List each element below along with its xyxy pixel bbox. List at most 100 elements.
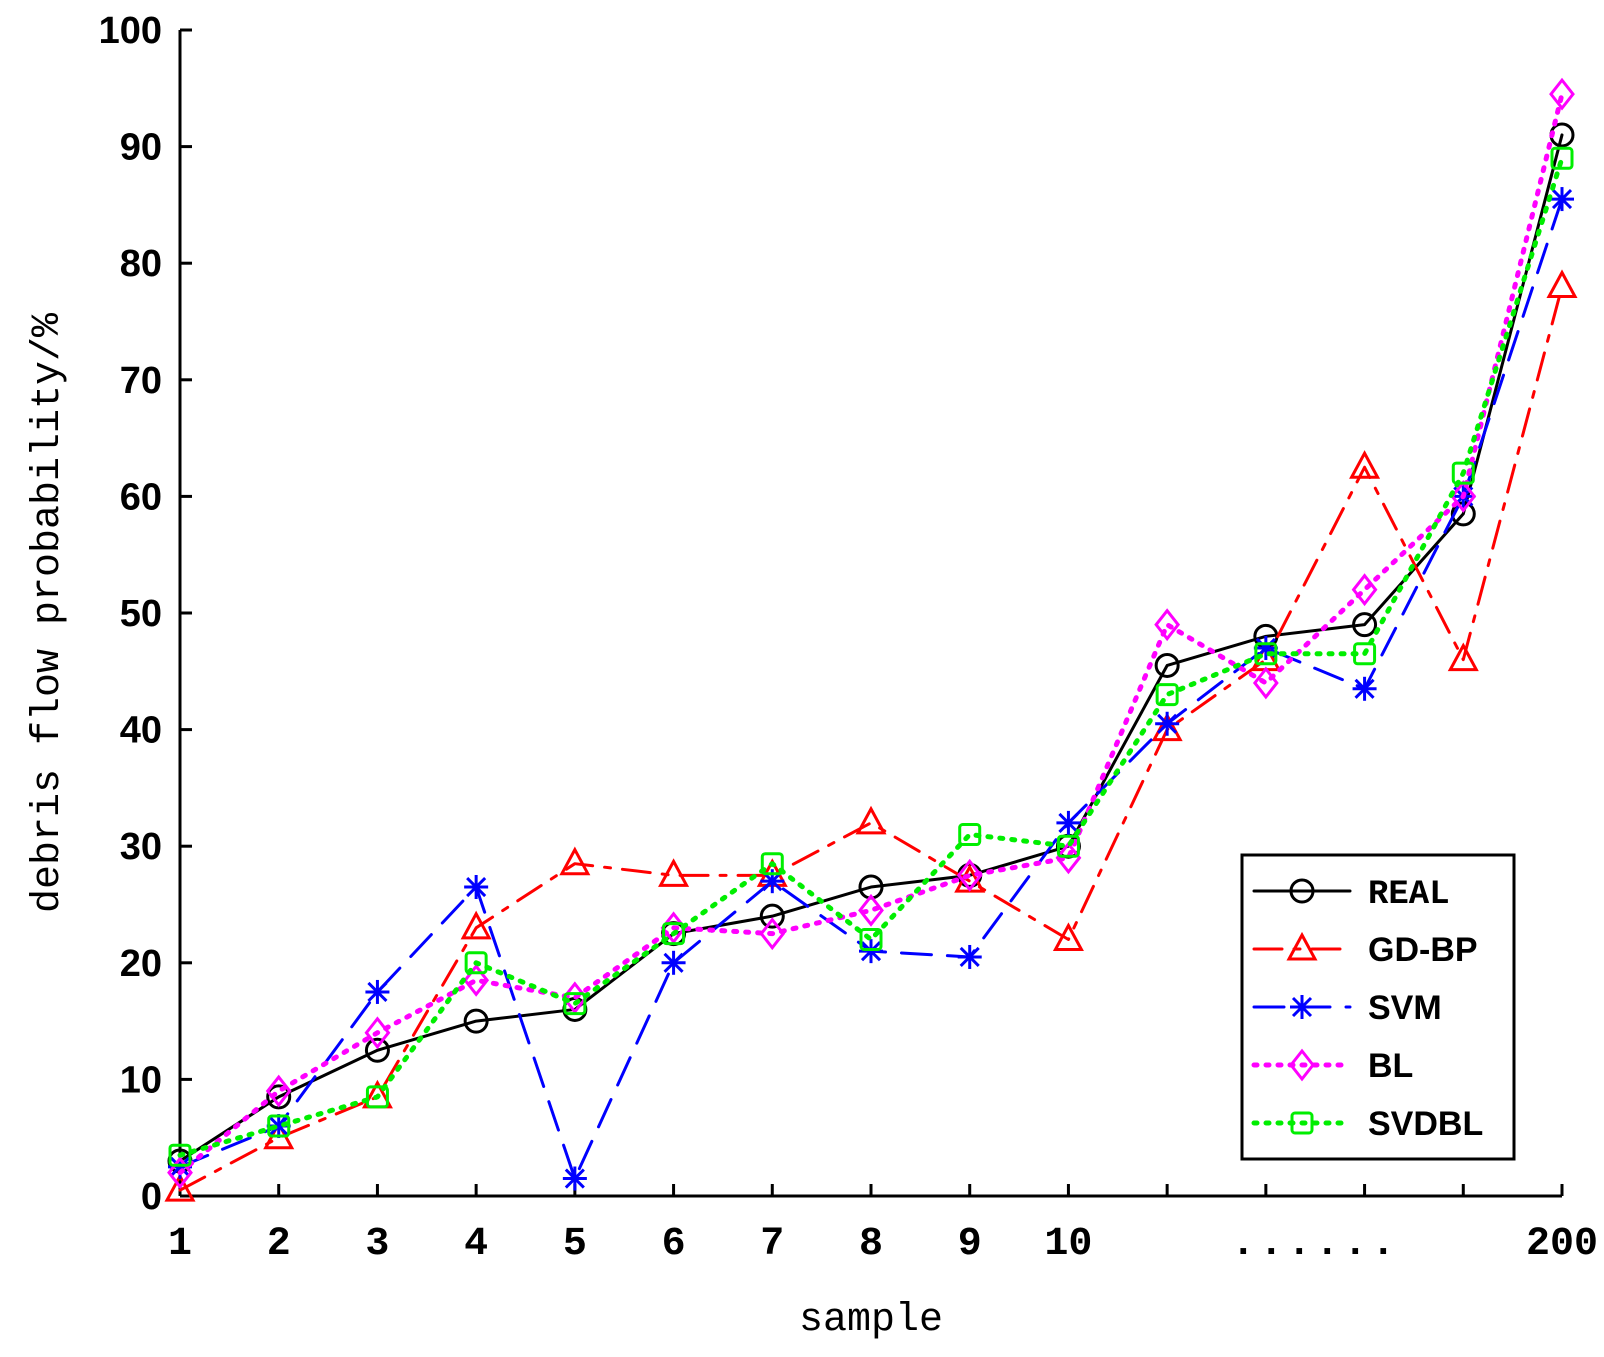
data-point-bl — [1450, 479, 1477, 513]
data-point-gd-bp — [1151, 712, 1183, 742]
data-point-gd-bp — [164, 1173, 196, 1202]
legend-marker-gd-bp — [1286, 931, 1318, 961]
data-point-svm — [957, 944, 982, 969]
data-point-bl — [1351, 573, 1378, 607]
y-axis-label: debris flow probability/% — [26, 312, 71, 913]
data-point-bl — [1154, 608, 1181, 642]
data-point-svm — [661, 950, 686, 975]
x-tick-label: 5 — [563, 1222, 587, 1267]
legend-marker-real — [1289, 878, 1315, 904]
data-point-svm-stroke — [367, 981, 388, 1003]
legend-label-svm: SVM — [1368, 989, 1442, 1027]
data-point-bl — [265, 1074, 292, 1108]
x-tick-label: 4 — [464, 1222, 488, 1267]
data-point-svm — [1352, 676, 1377, 701]
data-point-svm — [365, 979, 390, 1004]
x-tick-label: 1 — [168, 1222, 192, 1267]
legend-item-real: REAL — [1252, 876, 1450, 914]
data-point-svdbl — [1254, 642, 1278, 666]
data-point-real — [759, 903, 785, 929]
data-point-svdbl — [1550, 146, 1574, 170]
data-point-svm-stroke — [1551, 189, 1573, 210]
legend-marker-svm — [1290, 995, 1314, 1019]
data-point-svm — [1550, 187, 1574, 212]
x-tick-label: 9 — [958, 1222, 982, 1267]
legend-item-bl: BL — [1251, 1047, 1413, 1085]
legend-label-gd-bp: GD-BP — [1368, 931, 1478, 969]
y-tick-label: 10 — [120, 1059, 162, 1101]
x-ellipsis-label: ...... — [1231, 1222, 1399, 1267]
legend-item-svdbl: SVDBL — [1251, 1105, 1483, 1143]
data-point-real — [364, 1037, 390, 1063]
data-point-svdbl — [760, 852, 784, 876]
data-point-svm-stroke — [663, 952, 684, 973]
y-tick-label: 0 — [141, 1176, 162, 1218]
x-tick-label: 6 — [662, 1222, 686, 1267]
series-svdbl — [168, 146, 1574, 1167]
data-point-svdbl — [365, 1085, 389, 1109]
data-point-svdbl — [168, 1143, 192, 1167]
data-point-svdbl — [267, 1114, 291, 1138]
data-point-svm — [562, 1166, 587, 1191]
data-point-bl — [463, 963, 490, 997]
legend: REAL GD-BP SVM BL SVDBL — [1240, 853, 1516, 1161]
data-point-svm — [1155, 711, 1180, 736]
data-point-svm-stroke — [169, 1156, 191, 1177]
data-point-svm-stroke — [1354, 678, 1375, 699]
legend-label-bl: BL — [1368, 1047, 1413, 1085]
data-point-real — [266, 1084, 292, 1110]
data-point-gd-bp — [855, 805, 887, 835]
data-point-gd-bp — [658, 858, 690, 887]
data-point-bl — [1252, 666, 1279, 700]
data-point-svdbl — [563, 992, 587, 1016]
y-tick-label: 90 — [120, 127, 162, 169]
data-point-svm-stroke — [268, 1115, 289, 1137]
data-point-bl — [858, 893, 884, 927]
series-line-svdbl — [177, 155, 1565, 1158]
data-point-gd-bp — [1546, 269, 1578, 299]
data-point-svdbl — [464, 951, 488, 975]
y-tick-label: 20 — [120, 943, 162, 985]
data-point-bl — [1549, 77, 1575, 111]
series-line-bl — [177, 91, 1565, 1176]
data-point-bl — [759, 917, 786, 951]
x-axis-label: sample — [799, 1298, 943, 1343]
data-point-svdbl — [1451, 461, 1475, 485]
data-point-gd-bp — [1052, 922, 1084, 951]
data-point-svdbl — [1353, 642, 1377, 666]
legend-box — [1240, 853, 1516, 1161]
data-point-real — [1352, 612, 1378, 638]
y-tick-label: 30 — [120, 826, 162, 868]
series-line-gd-bp — [178, 285, 1564, 1192]
legend-item-gd-bp: GD-BP — [1252, 931, 1478, 969]
data-point-svm-stroke — [564, 1168, 585, 1189]
data-point-svm — [464, 875, 489, 900]
data-point-svm-stroke — [1157, 713, 1178, 734]
data-point-gd-bp — [1349, 450, 1381, 479]
data-point-real — [463, 1008, 489, 1034]
data-point-svm — [1056, 810, 1081, 835]
series-layer — [164, 77, 1578, 1202]
data-point-svdbl — [662, 922, 686, 946]
legend-marker-bl — [1289, 1048, 1315, 1082]
y-tick-label: 80 — [120, 243, 162, 285]
legend-label-real: REAL — [1368, 876, 1450, 914]
data-point-svdbl — [958, 823, 982, 847]
data-point-svm — [859, 939, 883, 964]
y-tick-label: 50 — [120, 593, 162, 635]
y-tick-label: 40 — [120, 710, 162, 752]
x-tick-label: 8 — [859, 1222, 883, 1267]
legend-item-svm: SVM — [1252, 989, 1442, 1027]
x-tick-label: 2 — [267, 1222, 291, 1267]
data-point-bl — [167, 1156, 193, 1190]
axes: 0 10 20 30 40 50 60 70 80 90 100 1 2 3 4 5 6 7 8 9 10 200....… — [99, 10, 1598, 1267]
data-point-gd-bp — [559, 846, 591, 876]
y-tick-label: 100 — [99, 10, 162, 52]
data-point-bl — [956, 858, 983, 892]
data-point-bl — [364, 1016, 391, 1050]
legend-label-svdbl: SVDBL — [1368, 1105, 1483, 1143]
legend-marker-svdbl — [1290, 1111, 1314, 1135]
data-point-svdbl — [1155, 683, 1179, 707]
data-point-real — [1154, 652, 1180, 678]
data-point-svm-stroke — [466, 876, 487, 898]
